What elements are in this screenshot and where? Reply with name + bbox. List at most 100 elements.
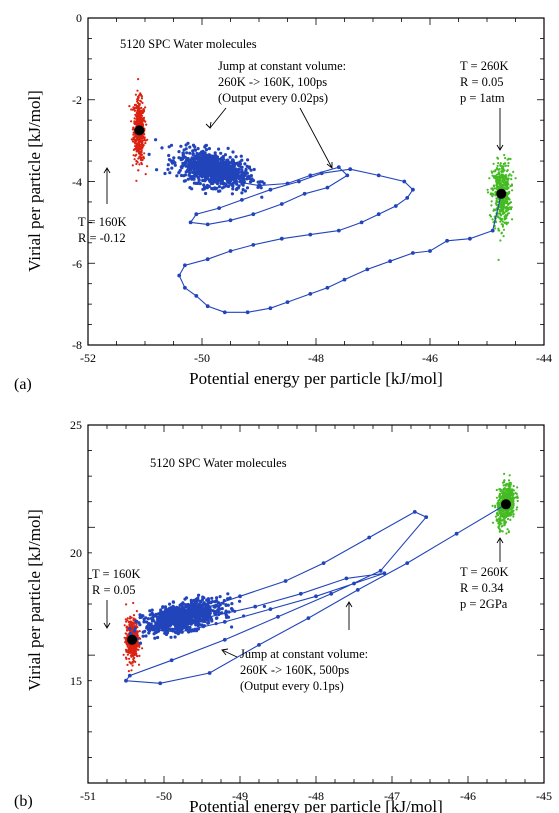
point-dense (132, 629, 136, 633)
point-dense (197, 593, 201, 597)
trajectory-point (188, 220, 193, 225)
point-cold (131, 625, 134, 628)
point-cold (132, 646, 135, 649)
point-dense (204, 148, 209, 152)
point-hot (507, 192, 510, 196)
trajectory-point (222, 620, 227, 624)
point-dense (193, 148, 198, 152)
a-arrow-trajectory (299, 107, 333, 169)
trajectory-point (205, 304, 210, 309)
trajectory-point (217, 206, 222, 211)
point-hot (499, 176, 502, 179)
point-cold (132, 154, 135, 157)
trajectory-point (285, 181, 290, 186)
point-hot (494, 515, 498, 518)
point-cold (135, 645, 138, 649)
point-cold (135, 623, 138, 626)
a-ytick-3: -6 (72, 257, 82, 271)
point-dense (192, 159, 196, 164)
point-hot (494, 191, 497, 194)
point-hot (509, 518, 512, 522)
point-cold (141, 101, 144, 104)
point-dense (186, 141, 190, 145)
a-jump-line-2: 260K -> 160K, 100ps (218, 75, 327, 89)
a-hot-T: T = 260K (460, 59, 509, 73)
point-dense (249, 174, 253, 178)
point-dense (173, 635, 177, 639)
point-hot (494, 227, 497, 230)
a-hot-R: R = 0.05 (460, 75, 504, 89)
trajectory-point (468, 236, 472, 241)
point-dense (159, 608, 163, 612)
point-dense (201, 160, 205, 164)
point-hot (506, 188, 509, 191)
point-hot (492, 193, 495, 196)
point-dense (227, 180, 231, 184)
point-hot (499, 162, 502, 165)
point-dense (139, 615, 143, 619)
point-dense (208, 608, 213, 612)
point-cold (144, 173, 147, 176)
point-hot (489, 215, 493, 218)
point-hot (498, 512, 501, 515)
point-dense (171, 600, 176, 604)
trajectory-point (336, 165, 341, 170)
point-hot (495, 184, 498, 187)
point-hot (510, 184, 514, 187)
point-hot (515, 492, 518, 495)
point-cold (134, 122, 137, 125)
point-hot (507, 479, 511, 482)
b-panel-label: (b) (14, 793, 33, 810)
point-cold (135, 149, 138, 152)
point-hot (499, 213, 502, 216)
point-dense (179, 144, 183, 148)
point-hot (495, 197, 498, 200)
point-hot (491, 218, 494, 221)
point-hot (496, 164, 499, 167)
point-dense (213, 599, 217, 604)
point-hot (495, 187, 498, 190)
point-hot (504, 164, 507, 167)
point-cold (135, 136, 138, 139)
point-dense (185, 626, 189, 630)
trajectory-point (297, 179, 301, 184)
point-dense (241, 188, 245, 192)
point-hot (503, 472, 506, 475)
point-cold (141, 136, 144, 139)
point-hot (494, 194, 497, 197)
point-hot (495, 179, 498, 182)
point-hot (491, 174, 494, 177)
point-hot (495, 496, 498, 499)
point-hot (492, 162, 495, 165)
point-hot (505, 532, 508, 535)
trajectory-point (177, 273, 182, 278)
point-hot (504, 162, 507, 165)
point-hot (490, 170, 493, 173)
point-dense (214, 175, 218, 180)
point-hot (500, 525, 503, 528)
trajectory-point (308, 292, 313, 296)
trajectory-point (207, 614, 212, 619)
point-cold (140, 149, 143, 152)
point-dense (222, 185, 226, 189)
point-cold (134, 103, 137, 107)
point-hot (516, 499, 519, 503)
trajectory-point (162, 620, 166, 624)
trajectory-point (302, 191, 307, 196)
point-dense (227, 172, 231, 177)
point-cold (129, 624, 132, 627)
trajectory-point (367, 535, 372, 540)
point-dense (186, 158, 190, 163)
point-dense (144, 634, 148, 638)
point-cold (124, 656, 128, 659)
point-hot (501, 165, 504, 168)
point-dense (194, 629, 199, 633)
point-dense (237, 184, 241, 188)
point-hot (511, 491, 514, 494)
point-dense (164, 623, 168, 628)
point-dense (138, 641, 143, 645)
point-dense (181, 153, 185, 158)
point-cold (142, 155, 145, 158)
trajectory-point (238, 594, 242, 599)
point-dense (239, 170, 243, 174)
